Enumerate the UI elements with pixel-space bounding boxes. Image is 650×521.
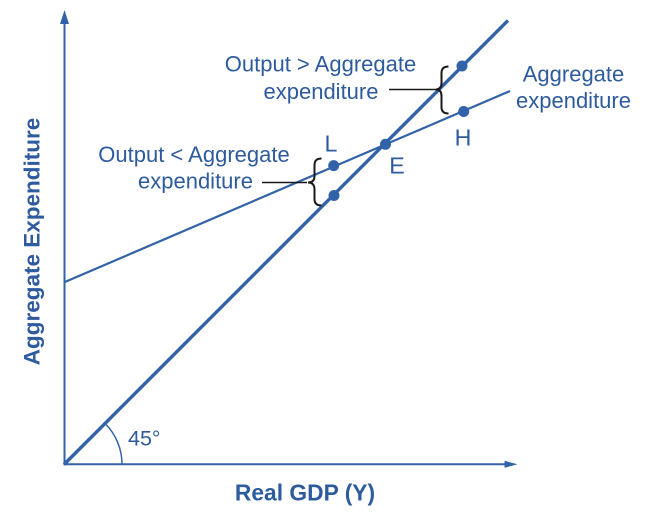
svg-text:expenditure: expenditure [138, 169, 253, 194]
svg-text:Aggregate: Aggregate [523, 62, 625, 87]
svg-text:expenditure: expenditure [516, 88, 631, 113]
svg-text:Aggregate Expenditure: Aggregate Expenditure [20, 118, 45, 366]
svg-text:Output < Aggregate: Output < Aggregate [98, 142, 289, 167]
svg-text:E: E [389, 153, 404, 179]
svg-text:Real GDP (Y): Real GDP (Y) [235, 480, 375, 506]
svg-text:45°: 45° [128, 427, 161, 451]
svg-text:L: L [325, 131, 338, 157]
svg-text:H: H [455, 125, 472, 151]
svg-text:expenditure: expenditure [264, 79, 379, 104]
svg-text:Output > Aggregate: Output > Aggregate [225, 52, 416, 77]
